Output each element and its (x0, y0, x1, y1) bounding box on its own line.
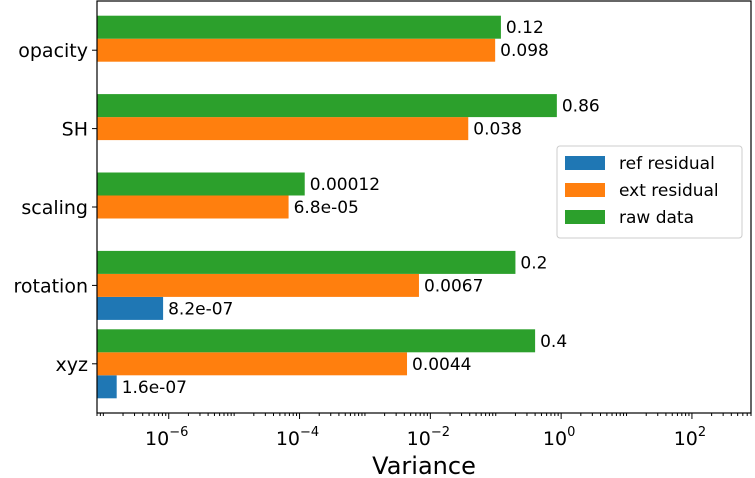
legend-swatch-ref-residual (565, 156, 605, 170)
bar-raw-data-opacity (97, 15, 501, 39)
x-tick-label: 10−4 (276, 425, 319, 450)
value-label-ref-residual-rotation: 8.2e-07 (168, 299, 233, 319)
legend-label-ref-residual: ref residual (619, 154, 715, 174)
value-label-raw-data-opacity: 0.12 (506, 18, 544, 38)
bar-ext-residual-xyz (97, 352, 408, 376)
bar-raw-data-xyz (97, 329, 536, 353)
value-label-ext-residual-xyz: 0.0044 (412, 355, 471, 375)
bar-ext-residual-rotation (97, 273, 419, 297)
bar-raw-data-scaling (97, 172, 305, 196)
legend-swatch-ext-residual (565, 183, 605, 197)
value-label-ext-residual-opacity: 0.098 (500, 41, 549, 61)
value-label-raw-data-xyz: 0.4 (540, 332, 567, 352)
value-label-ext-residual-scaling: 6.8e-05 (294, 198, 359, 218)
y-axis: xyz rotation scaling SH opacity (13, 40, 97, 376)
value-label-ext-residual-SH: 0.038 (473, 120, 522, 140)
bar-ext-residual-scaling (97, 195, 289, 219)
value-label-raw-data-rotation: 0.2 (520, 253, 547, 273)
value-label-raw-data-SH: 0.86 (562, 97, 600, 117)
x-axis: 10−6 10−4 10−2 100 102 (96, 413, 752, 450)
bar-ref-residual-rotation (97, 296, 164, 320)
y-tick-label-xyz: xyz (56, 354, 88, 376)
bar-raw-data-rotation (97, 250, 516, 274)
bars-layer (97, 15, 557, 399)
x-axis-label: Variance (372, 452, 476, 478)
value-label-ref-residual-xyz: 1.6e-07 (122, 378, 187, 398)
x-tick-label: 10−6 (145, 425, 188, 450)
legend-label-raw-data: raw data (619, 208, 694, 228)
legend-swatch-raw-data (565, 210, 605, 224)
x-tick-label: 100 (543, 425, 575, 450)
bar-ref-residual-xyz (97, 375, 117, 399)
bar-raw-data-SH (97, 94, 557, 118)
value-label-raw-data-scaling: 0.00012 (310, 175, 380, 195)
y-tick-label-opacity: opacity (18, 40, 88, 62)
bar-ext-residual-SH (97, 117, 469, 141)
bar-ext-residual-opacity (97, 38, 496, 62)
x-tick-label: 102 (674, 425, 706, 450)
legend: ref residual ext residual raw data (556, 145, 743, 239)
value-labels-layer: 1.6e-07 8.2e-07 0.0044 0.0067 6.8e-05 0.038 0.… (122, 18, 600, 398)
y-tick-label-scaling: scaling (21, 197, 88, 219)
legend-label-ext-residual: ext residual (619, 181, 719, 201)
x-tick-label: 10−2 (407, 425, 450, 450)
y-tick-label-rotation: rotation (13, 275, 88, 297)
value-label-ext-residual-rotation: 0.0067 (424, 276, 483, 296)
y-tick-label-SH: SH (62, 119, 88, 141)
